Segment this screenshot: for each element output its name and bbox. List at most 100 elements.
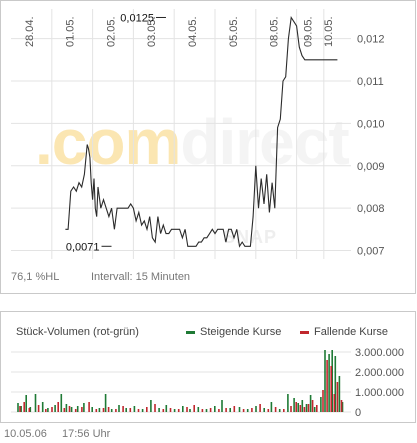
rising-volume-bar: [270, 402, 273, 412]
legend-falling-label: Fallende Kurse: [314, 326, 388, 338]
rising-volume-bar: [189, 409, 191, 412]
falling-volume-bar: [340, 400, 343, 412]
rising-volume-bar: [54, 405, 56, 412]
falling-volume-bar: [218, 409, 220, 412]
rising-volume-bar: [110, 409, 113, 412]
x-tick-label: 01.05.: [65, 16, 77, 47]
falling-volume-bar: [209, 408, 212, 412]
volume-chart-panel: 0 1.000.000 2.000.000 3.000.000: [0, 311, 416, 423]
falling-volume-bar: [45, 409, 47, 412]
falling-volume-bar: [23, 402, 25, 412]
falling-volume-bar: [63, 408, 66, 412]
falling-volume-bar: [19, 406, 21, 412]
falling-volume-bar: [68, 406, 71, 412]
interval-label: Intervall: 15 Minuten: [91, 271, 191, 283]
falling-volume-bar: [333, 394, 336, 412]
volume-chart-title: Stück-Volumen (rot-grün): [16, 326, 139, 338]
low-price-annotation: 0,0071: [66, 241, 100, 253]
falling-volume-bar: [186, 407, 188, 412]
y-tick-label: 0,008: [357, 203, 385, 215]
rising-volume-bar: [197, 407, 200, 412]
legend-rising-swatch: [186, 330, 195, 334]
rising-volume-bar: [76, 406, 79, 412]
x-tick-label: 02.05.: [105, 16, 117, 47]
x-tick-label: 09.05.: [303, 16, 315, 47]
falling-volume-bar: [146, 407, 148, 412]
rising-volume-bar: [25, 395, 27, 412]
rising-volume-bar: [173, 409, 176, 412]
falling-volume-bar: [267, 409, 270, 412]
rising-volume-bar: [331, 350, 333, 412]
falling-volume-bar: [137, 409, 140, 412]
rising-volume-bar: [305, 404, 308, 412]
falling-volume-bar: [242, 409, 245, 412]
falling-volume-bar: [122, 406, 124, 412]
falling-volume-bar: [283, 409, 285, 412]
falling-volume-bar: [74, 409, 77, 412]
falling-volume-bar: [115, 409, 117, 412]
legend-falling-swatch: [300, 330, 309, 334]
volume-y-tick-label: 3.000.000: [355, 347, 404, 359]
falling-volume-bar: [295, 402, 297, 412]
price-chart-panel: .comdirect SNAP 0,007 0,008 0,009 0,010 0,01…: [0, 0, 416, 294]
rising-volume-bar: [98, 408, 101, 412]
volume-y-tick-label: 1.000.000: [355, 387, 404, 399]
x-tick-label: 10.05.: [323, 16, 335, 47]
volume-chart-svg: 0 1.000.000 2.000.000 3.000.000: [11, 347, 404, 419]
rising-volume-bar: [165, 405, 168, 412]
y-tick-label: 0,012: [357, 34, 385, 46]
range-indicator: 76,1 %HL: [11, 271, 60, 283]
falling-volume-bar: [225, 408, 227, 412]
falling-volume-bar: [162, 409, 165, 412]
rising-volume-bar: [301, 400, 304, 412]
falling-volume-bar: [299, 405, 302, 412]
rising-volume-bar: [297, 403, 299, 412]
falling-volume-bar: [201, 409, 204, 412]
x-tick-label: 05.05.: [228, 16, 240, 47]
x-tick-label: 03.05.: [146, 16, 158, 47]
rising-volume-bar: [309, 395, 312, 412]
falling-volume-bar: [326, 360, 328, 412]
rising-volume-bar: [229, 408, 231, 412]
rising-volume-bar: [334, 356, 337, 412]
rising-volume-bar: [338, 376, 341, 412]
falling-volume-bar: [81, 407, 83, 412]
rising-volume-bar: [20, 406, 22, 412]
falling-volume-bar: [322, 390, 324, 412]
footer-date: 10.05.06: [4, 428, 47, 440]
rising-volume-bar: [246, 409, 249, 412]
rising-volume-bar: [104, 394, 107, 412]
x-tick-label: 28.04.: [24, 16, 36, 47]
falling-volume-bar: [336, 382, 339, 412]
falling-volume-bar: [177, 409, 180, 412]
legend-rising-label: Steigende Kurse: [200, 326, 282, 338]
rising-volume-bar: [238, 407, 241, 412]
falling-volume-bar: [307, 404, 310, 412]
rising-volume-bar: [125, 408, 127, 412]
rising-volume-bar: [263, 408, 265, 412]
rising-volume-bar: [214, 406, 216, 412]
rising-volume-bar: [70, 407, 73, 412]
rising-volume-bar: [29, 407, 32, 412]
rising-volume-bar: [324, 350, 326, 412]
falling-volume-bar: [330, 366, 332, 412]
price-chart-svg: 0,007 0,008 0,009 0,010 0,011 0,012 28.04. 01.0…: [11, 9, 385, 259]
rising-volume-bar: [91, 407, 93, 412]
y-tick-label: 0,010: [357, 118, 385, 130]
falling-volume-bar: [129, 408, 132, 412]
falling-volume-bar: [193, 405, 195, 412]
falling-volume-bar: [316, 405, 318, 412]
rising-volume-bar: [328, 354, 330, 412]
falling-volume-bar: [303, 407, 306, 412]
rising-volume-bar: [158, 408, 160, 412]
rising-volume-bar: [341, 402, 344, 412]
y-tick-label: 0,007: [357, 246, 385, 258]
falling-volume-bar: [259, 404, 261, 412]
rising-volume-bar: [150, 400, 152, 412]
falling-volume-bar: [57, 402, 59, 412]
rising-volume-bar: [255, 406, 257, 412]
falling-volume-bar: [95, 409, 98, 412]
falling-volume-bar: [88, 402, 90, 412]
y-tick-label: 0,009: [357, 161, 385, 173]
rising-volume-bar: [293, 398, 295, 412]
